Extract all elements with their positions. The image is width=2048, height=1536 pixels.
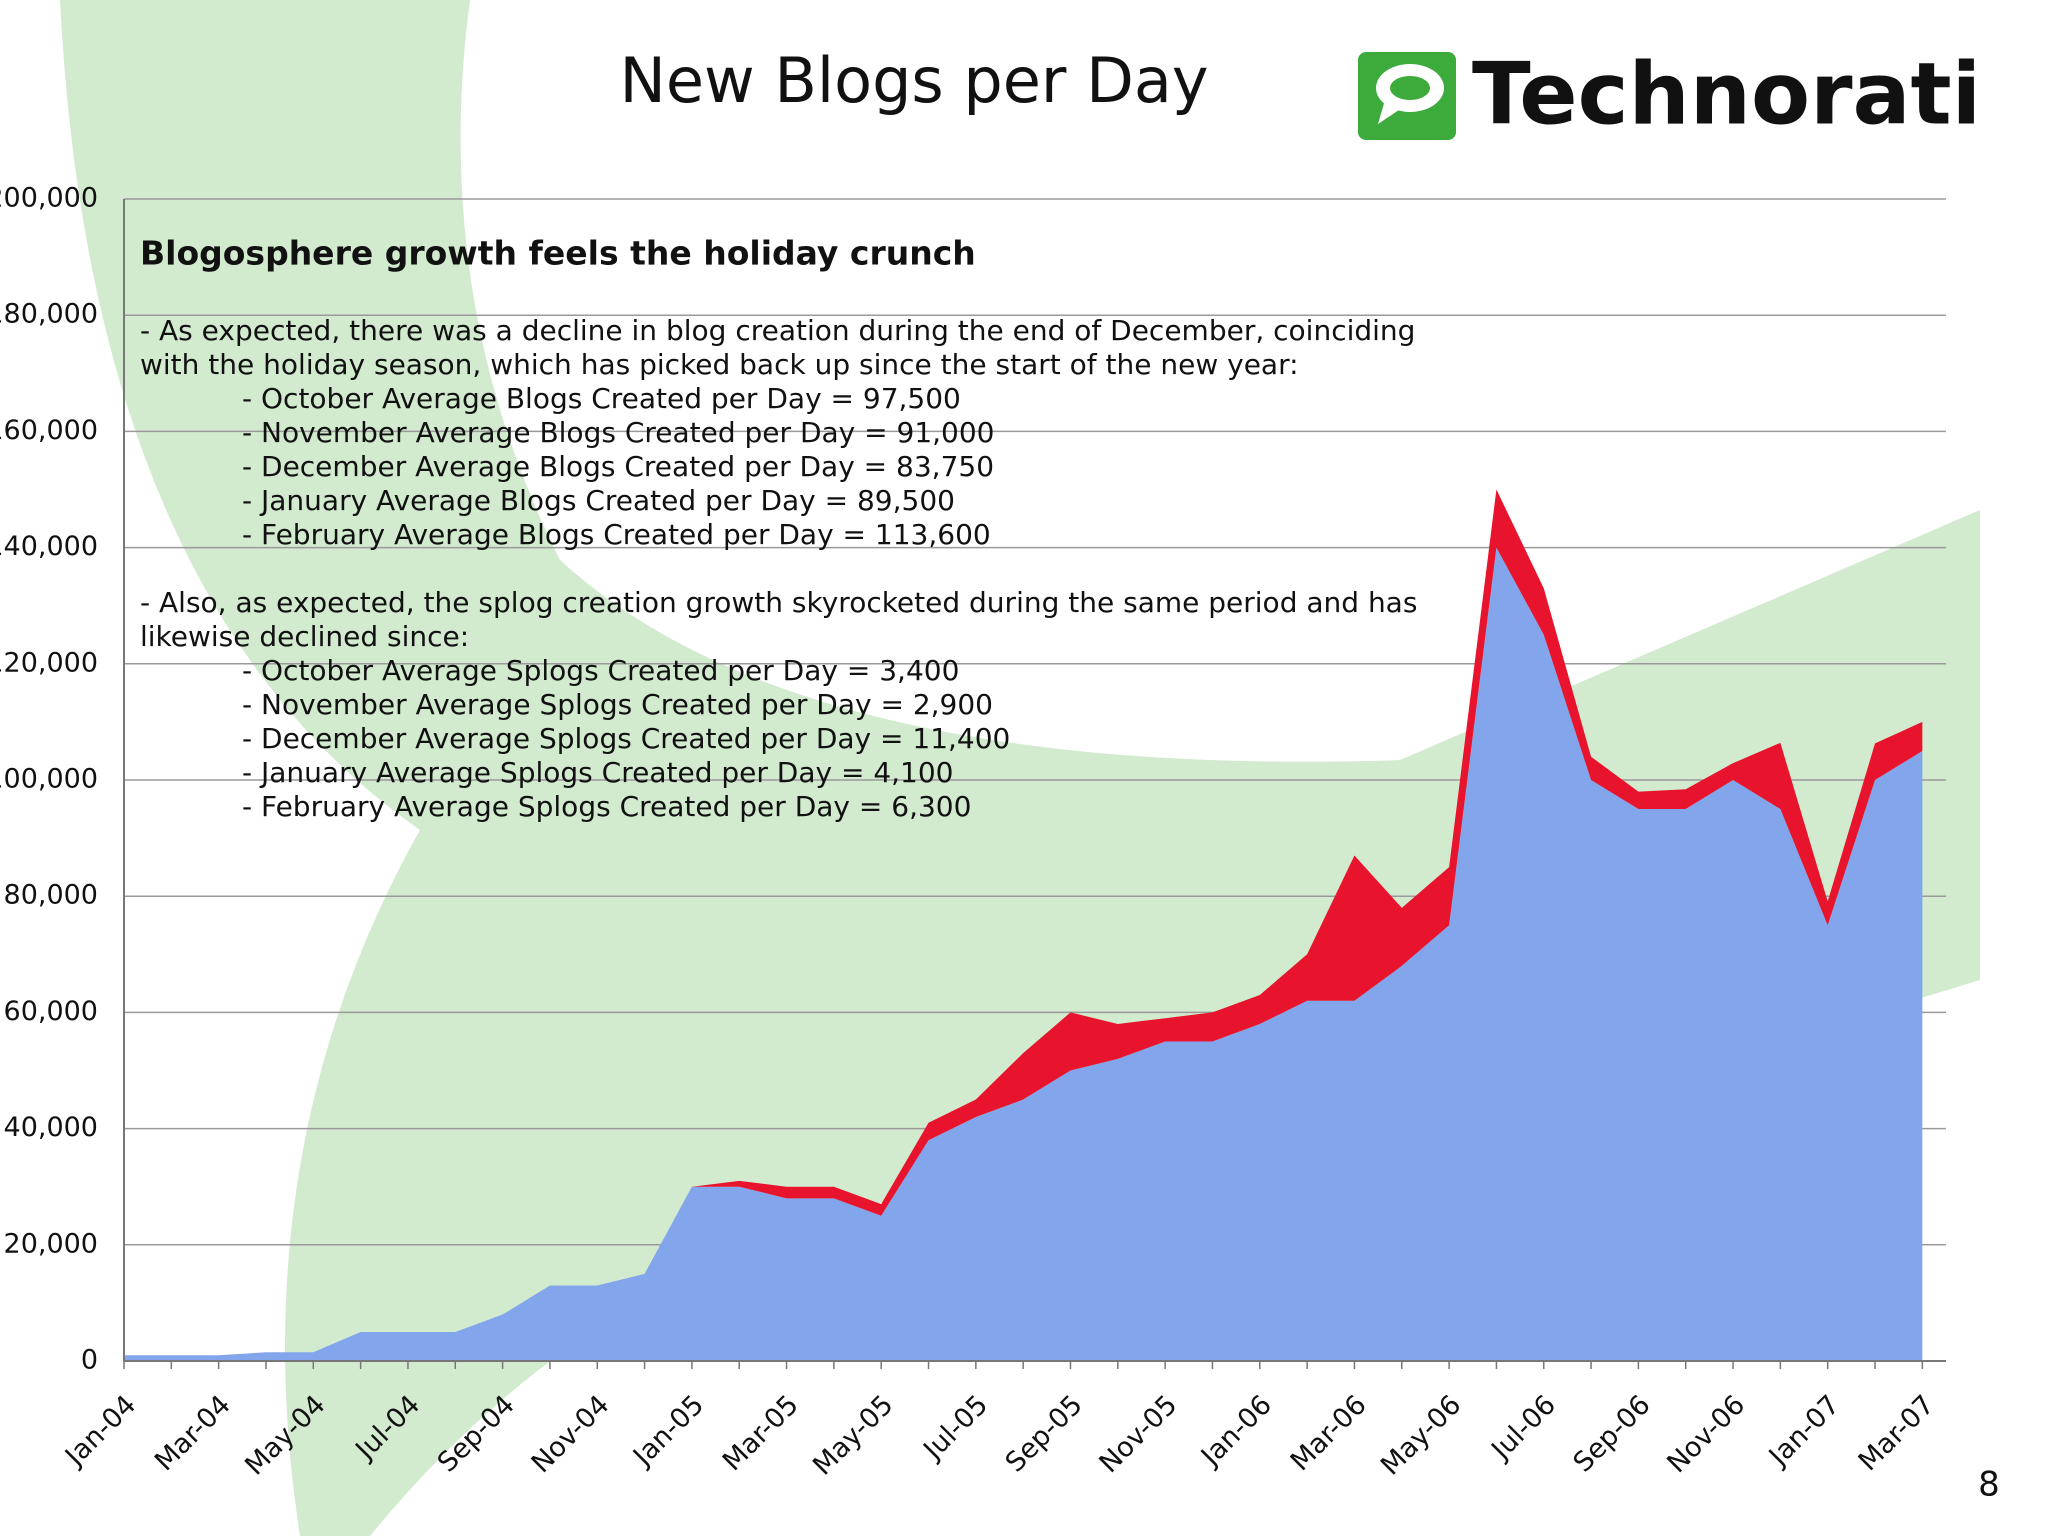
note-item: - January Average Splogs Created per Day… (242, 756, 953, 789)
note-item: - January Average Blogs Created per Day … (242, 484, 955, 517)
y-tick-label: 40,000 (4, 1112, 98, 1143)
x-tick-label: Mar-05 (717, 1389, 805, 1477)
note-line: with the holiday season, which has picke… (140, 348, 1299, 381)
x-tick-label: Jan-04 (58, 1389, 142, 1473)
y-tick-label: 0 (81, 1345, 98, 1376)
note-line: - As expected, there was a decline in bl… (140, 314, 1415, 347)
y-tick-label: 200,000 (0, 183, 98, 214)
annotation: Blogosphere growth feels the holiday cru… (140, 234, 1417, 824)
y-tick-label: 20,000 (4, 1228, 98, 1259)
y-tick-label: 120,000 (0, 647, 98, 678)
x-tick-label: Sep-05 (1000, 1389, 1089, 1478)
x-tick-label: Sep-06 (1568, 1389, 1657, 1478)
chart-title: New Blogs per Day (619, 44, 1208, 117)
x-tick-label: May-06 (1375, 1389, 1467, 1481)
x-tick-label: Nov-04 (526, 1389, 616, 1479)
note-item: - October Average Splogs Created per Day… (242, 654, 959, 687)
note-item: - November Average Blogs Created per Day… (242, 416, 994, 449)
logo: Technorati (1358, 44, 1981, 144)
y-tick-label: 100,000 (0, 764, 98, 795)
x-tick-label: Jan-05 (626, 1389, 710, 1473)
x-tick-label: Jul-06 (1484, 1389, 1562, 1467)
note-line: likewise declined since: (140, 620, 469, 653)
y-tick-label: 180,000 (0, 299, 98, 330)
area-splogs (124, 489, 1923, 1356)
note-item: - December Average Blogs Created per Day… (242, 450, 994, 483)
y-tick-label: 60,000 (4, 996, 98, 1027)
y-tick-label: 160,000 (0, 415, 98, 446)
note-item: - October Average Blogs Created per Day … (242, 382, 961, 415)
y-tick-label: 80,000 (4, 880, 98, 911)
note-item: - December Average Splogs Created per Da… (242, 722, 1010, 755)
logo-text: Technorati (1472, 44, 1981, 144)
note-line: - Also, as expected, the splog creation … (140, 586, 1417, 619)
note-item: - February Average Blogs Created per Day… (242, 518, 991, 551)
x-tick-label: Mar-06 (1285, 1389, 1373, 1477)
x-tick-label: Mar-07 (1853, 1389, 1941, 1477)
note-item: - November Average Splogs Created per Da… (242, 688, 993, 721)
x-tick-label: May-05 (807, 1389, 899, 1481)
x-tick-label: Jan-07 (1762, 1389, 1846, 1473)
x-tick-label: Jul-05 (917, 1389, 995, 1467)
annotation-heading: Blogosphere growth feels the holiday cru… (140, 234, 976, 273)
x-tick-label: Mar-04 (149, 1389, 237, 1477)
page-number: 8 (1978, 1465, 2000, 1505)
note-item: - February Average Splogs Created per Da… (242, 790, 971, 823)
x-tick-label: Nov-06 (1661, 1389, 1751, 1479)
x-tick-label: Nov-05 (1094, 1389, 1184, 1479)
y-tick-label: 140,000 (0, 531, 98, 562)
area-blogs (124, 547, 1923, 1361)
background-swoosh (60, 0, 1980, 1536)
x-tick-label: Jan-06 (1194, 1389, 1278, 1473)
